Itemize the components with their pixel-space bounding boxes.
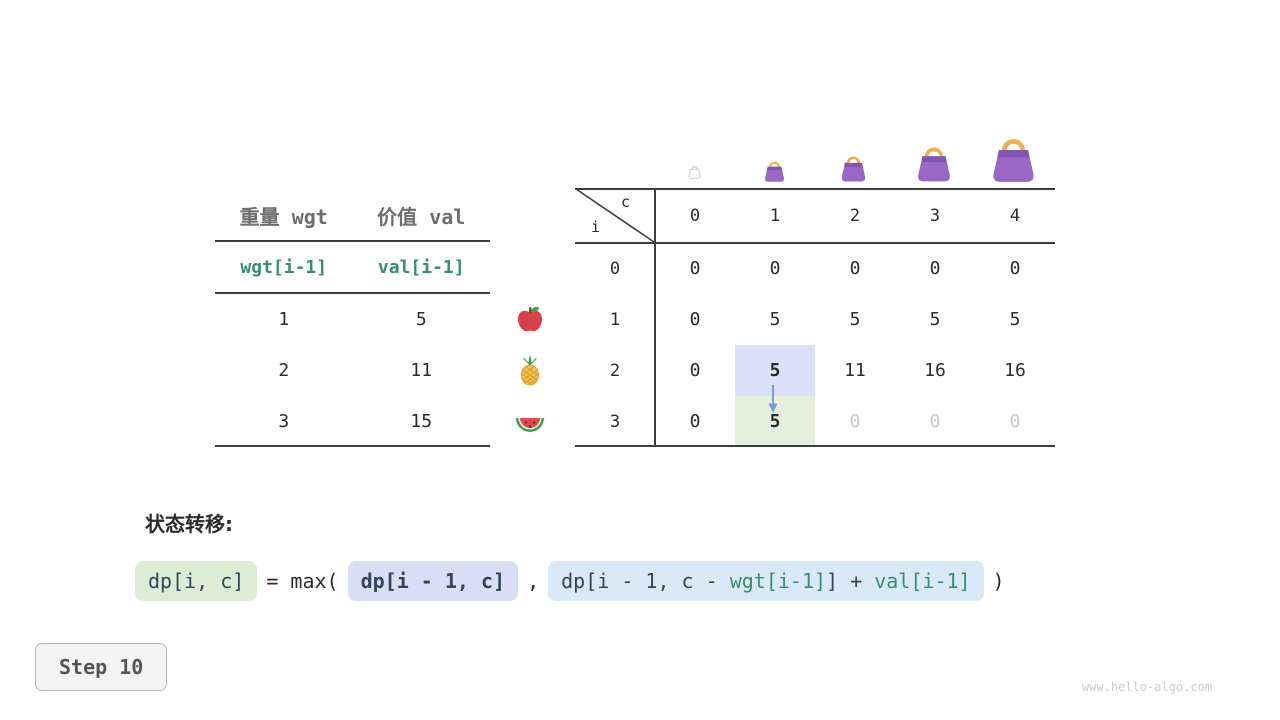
dp-source-cell-highlight [735,345,815,396]
col-header-1: 1 [769,205,781,226]
site-watermark: www.hello-algo.com [1081,680,1212,694]
items-table-header: 重量 wgt 价值 val [215,190,490,240]
bag-capacity-4-icon [987,131,1040,189]
weight-col-header: 重量 wgt [239,204,328,229]
dp-cell-3-0: 0 [689,411,701,432]
capacity-axis-label: c [621,193,631,211]
dp-corner-cell: c i [575,188,655,243]
dp-cell-1-3: 5 [929,309,941,330]
bag-capacity-0-icon [687,163,702,184]
formula-arg2-wgt: wgt[i-1] [729,569,827,593]
row-header-1: 1 [609,309,621,330]
value-col-header: 价值 val [377,204,466,229]
row-header-2: 2 [609,360,621,381]
watermelon-icon [514,406,546,438]
formula-lhs: dp[i, c] [135,561,258,601]
formula-equals-max: = max( [266,569,339,593]
item-1-weight: 1 [278,309,290,330]
item-1-value: 5 [415,309,427,330]
formula-close-paren: ) [992,569,1005,593]
transition-arrow-icon [766,384,780,418]
dp-cell-0-2: 0 [849,258,861,279]
dp-table-index-divider [654,188,656,447]
dp-cell-1-2: 5 [849,309,861,330]
col-header-3: 3 [929,205,941,226]
col-header-4: 4 [1009,205,1021,226]
val-index-label: val[i-1] [377,256,465,278]
dp-cell-0-4: 0 [1009,258,1021,279]
dp-table-bottom-border [575,445,1055,447]
diagonal-line [575,188,655,243]
dp-cell-2-2: 11 [844,360,866,381]
formula-comma: , [527,569,540,593]
apple-icon [514,303,546,335]
row-header-0: 0 [609,258,621,279]
bag-capacity-2-icon [838,151,869,188]
item-row-3: 3 15 [215,396,490,447]
dp-cell-2-1-source: 5 [769,360,781,381]
step-badge: Step 10 [35,643,168,691]
dp-row-headers: 0 1 2 3 [575,243,655,447]
dp-cell-1-4: 5 [1009,309,1021,330]
formula-arg2: dp[i - 1, c - wgt[i-1]] + val[i-1] [548,561,984,601]
col-header-2: 2 [849,205,861,226]
item-3-value: 15 [410,411,433,432]
dp-cell-3-4: 0 [1009,411,1021,432]
dp-table: c i 0 1 2 3 4 0 1 2 3 0 0 0 0 0 0 5 5 [575,188,1055,447]
dp-cell-1-1: 5 [769,309,781,330]
bag-capacity-1-icon [762,157,787,188]
item-2-weight: 2 [278,360,290,381]
dp-table-header-divider [575,242,1055,244]
divider [215,445,490,447]
divider [215,292,490,294]
dp-cell-0-0: 0 [689,258,701,279]
dp-cells-grid: 0 0 0 0 0 0 5 5 5 5 0 5 11 16 16 0 5 0 0… [655,243,1055,447]
dp-cell-2-0: 0 [689,360,701,381]
bag-capacity-3-icon [913,141,955,188]
dp-cell-2-4: 16 [1004,360,1026,381]
item-axis-label: i [591,218,601,236]
dp-column-headers: 0 1 2 3 4 [655,188,1055,243]
state-transition-formula: dp[i, c] = max( dp[i - 1, c] , dp[i - 1,… [135,559,1005,603]
dp-cell-0-3: 0 [929,258,941,279]
items-table: 重量 wgt 价值 val wgt[i-1] val[i-1] 1 5 2 11… [215,190,490,449]
items-table-index-row: wgt[i-1] val[i-1] [215,242,490,292]
item-row-1: 1 5 [215,294,490,345]
pineapple-icon [514,355,546,387]
formula-arg2-prefix: dp[i - 1, c - [561,569,730,593]
dp-cell-3-1-target: 5 [769,411,781,432]
formula-arg2-val: val[i-1] [874,569,971,593]
dp-cell-3-2: 0 [849,411,861,432]
col-header-0: 0 [689,205,701,226]
dp-cell-1-0: 0 [689,309,701,330]
dp-cell-3-3: 0 [929,411,941,432]
wgt-index-label: wgt[i-1] [240,256,328,278]
state-transition-label: 状态转移: [145,512,233,536]
divider [215,240,490,242]
dp-table-top-border [575,188,1055,190]
dp-cell-2-3: 16 [924,360,946,381]
row-header-3: 3 [609,411,621,432]
formula-arg1: dp[i - 1, c] [347,561,519,601]
dp-cell-0-1: 0 [769,258,781,279]
item-row-2: 2 11 [215,345,490,396]
item-2-value: 11 [410,360,433,381]
formula-arg2-mid: ] + [826,569,875,593]
item-3-weight: 3 [278,411,290,432]
